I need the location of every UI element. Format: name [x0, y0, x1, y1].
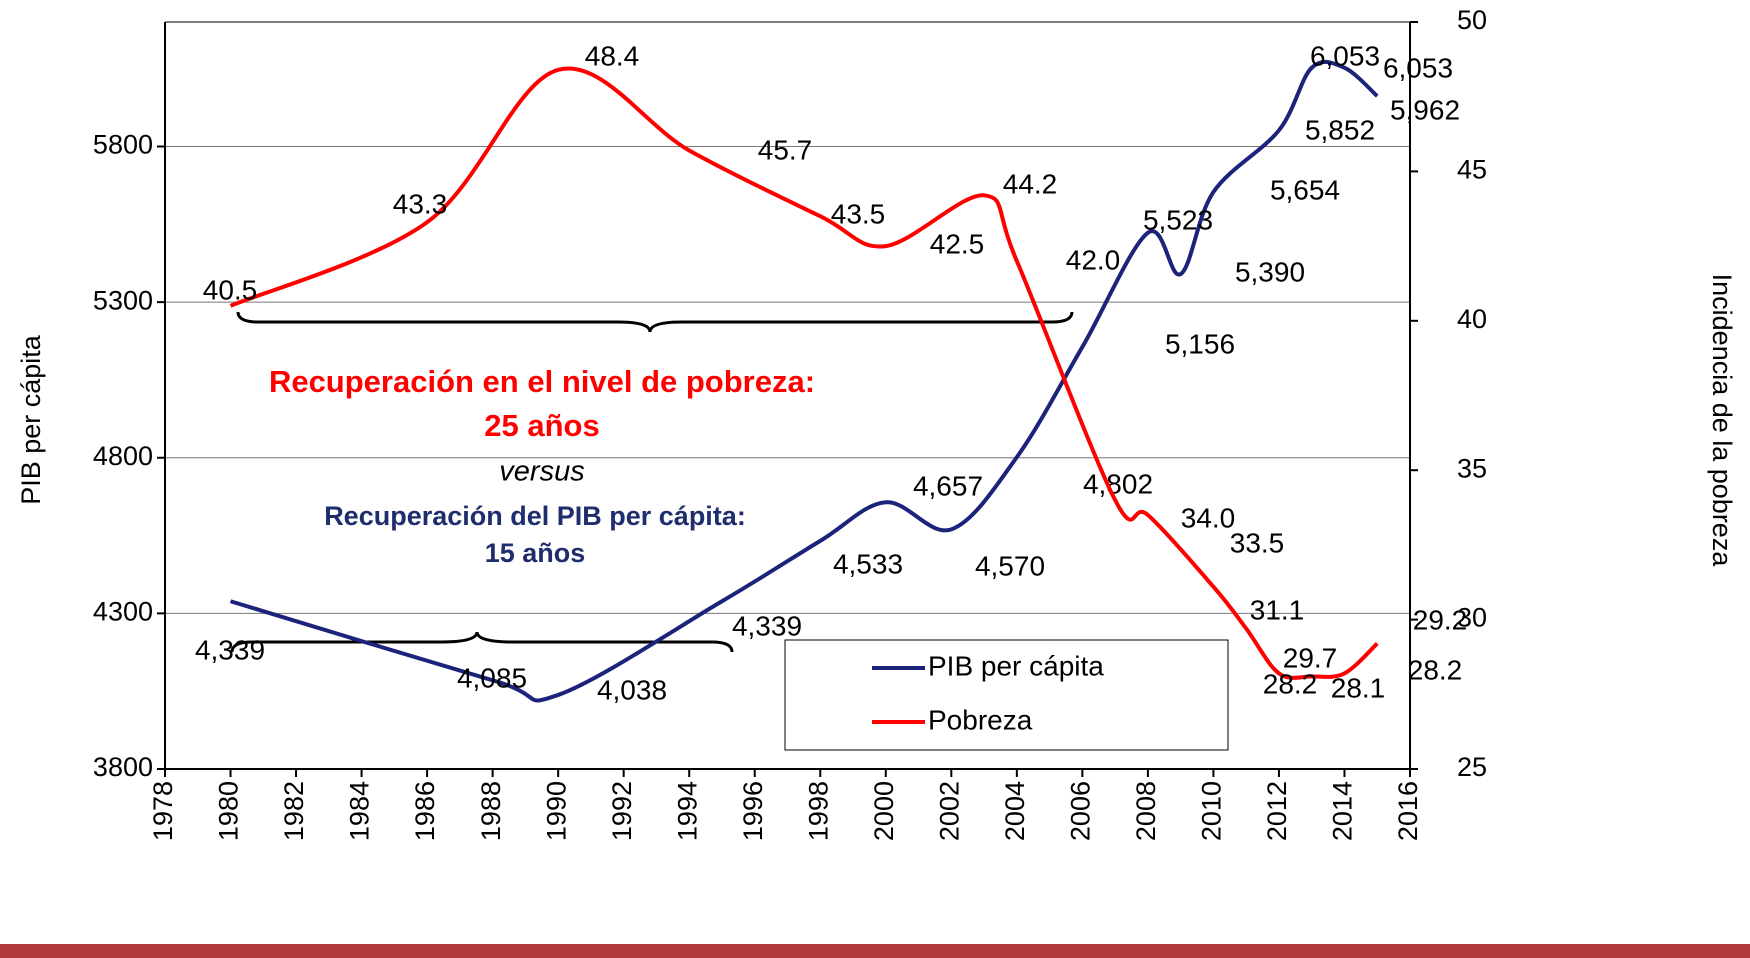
x-tick-label: 2000 [869, 781, 899, 841]
x-tick-label: 1992 [607, 781, 637, 841]
brace-poverty [236, 311, 1074, 333]
x-tick-label: 2008 [1131, 781, 1161, 841]
y2-tick-label: 30 [1457, 603, 1487, 633]
x-tick-label: 2016 [1393, 781, 1423, 841]
y2-tick-label: 40 [1457, 304, 1487, 334]
y-tick-label: 4300 [93, 597, 153, 627]
y2-axis-label: Incidencia de la pobreza [1707, 274, 1737, 568]
data-label: 5,852 [1305, 114, 1375, 145]
x-tick-label: 1986 [410, 781, 440, 841]
data-label: 42.5 [930, 228, 985, 259]
data-label: 45.7 [758, 134, 813, 165]
footer-bar [0, 944, 1750, 958]
data-label: 4,339 [732, 610, 802, 641]
data-label: 4,802 [1083, 468, 1153, 499]
data-label: 43.3 [393, 188, 448, 219]
x-tick-label: 1980 [214, 781, 244, 841]
y-tick-label: 4800 [93, 441, 153, 471]
annotation: Recuperación en el nivel de pobreza: [269, 364, 815, 399]
data-label: 4,570 [975, 550, 1045, 581]
x-tick-label: 2012 [1262, 781, 1292, 841]
data-label: 5,390 [1235, 256, 1305, 287]
annotation: 15 años [485, 538, 586, 568]
data-label: 31.1 [1250, 594, 1305, 625]
x-tick-label: 1990 [541, 781, 571, 841]
data-label: 6,053 [1310, 40, 1380, 71]
data-label: 28.2 [1408, 654, 1463, 685]
data-label: 29.2 [1413, 604, 1468, 635]
data-label: 29.7 [1283, 642, 1338, 673]
data-label: 6,053 [1383, 52, 1453, 83]
x-tick-label: 1988 [476, 781, 506, 841]
y2-tick-label: 45 [1457, 155, 1487, 185]
data-label: 4,533 [833, 548, 903, 579]
x-tick-label: 2006 [1065, 781, 1095, 841]
x-tick-label: 2002 [934, 781, 964, 841]
y2-tick-label: 35 [1457, 453, 1487, 483]
line-series [229, 66, 1379, 680]
x-tick-label: 2004 [1000, 781, 1030, 841]
data-label: 43.5 [831, 198, 886, 229]
legend-label: PIB per cápita [928, 650, 1104, 681]
y-axis-label: PIB per cápita [16, 334, 46, 505]
data-label: 44.2 [1003, 168, 1058, 199]
legend-label: Pobreza [928, 704, 1033, 735]
x-tick-label: 1978 [148, 781, 178, 841]
legend-box [784, 639, 1229, 751]
brace-gdp [230, 631, 734, 653]
line-series [229, 59, 1379, 703]
data-label: 34.0 [1181, 502, 1236, 533]
data-label: 5,654 [1270, 174, 1340, 205]
y-tick-label: 3800 [93, 752, 153, 782]
data-label: 40.5 [203, 274, 258, 305]
data-label: 28.1 [1331, 672, 1386, 703]
data-label: 48.4 [585, 40, 640, 71]
data-label: 33.5 [1230, 527, 1285, 558]
x-tick-label: 2010 [1197, 781, 1227, 841]
data-label: 4,038 [597, 674, 667, 705]
data-label: 5,523 [1143, 204, 1213, 235]
data-label: 5,156 [1165, 328, 1235, 359]
x-tick-label: 1996 [738, 781, 768, 841]
x-tick-label: 2014 [1328, 781, 1358, 841]
annotation: 25 años [484, 408, 599, 443]
data-label: 5,962 [1390, 94, 1460, 125]
x-tick-label: 1984 [345, 781, 375, 841]
x-tick-label: 1982 [279, 781, 309, 841]
data-label: 4,339 [195, 634, 265, 665]
data-label: 28.2 [1263, 668, 1318, 699]
y-tick-label: 5300 [93, 285, 153, 315]
y2-tick-label: 50 [1457, 5, 1487, 35]
x-tick-label: 1998 [803, 781, 833, 841]
data-label: 42.0 [1066, 244, 1121, 275]
y-tick-label: 5800 [93, 130, 153, 160]
annotation: Recuperación del PIB per cápita: [324, 501, 746, 531]
x-tick-label: 1994 [672, 781, 702, 841]
annotation: versus [499, 456, 584, 488]
y2-tick-label: 25 [1457, 752, 1487, 782]
data-label: 4,657 [913, 470, 983, 501]
data-label: 4,085 [457, 662, 527, 693]
